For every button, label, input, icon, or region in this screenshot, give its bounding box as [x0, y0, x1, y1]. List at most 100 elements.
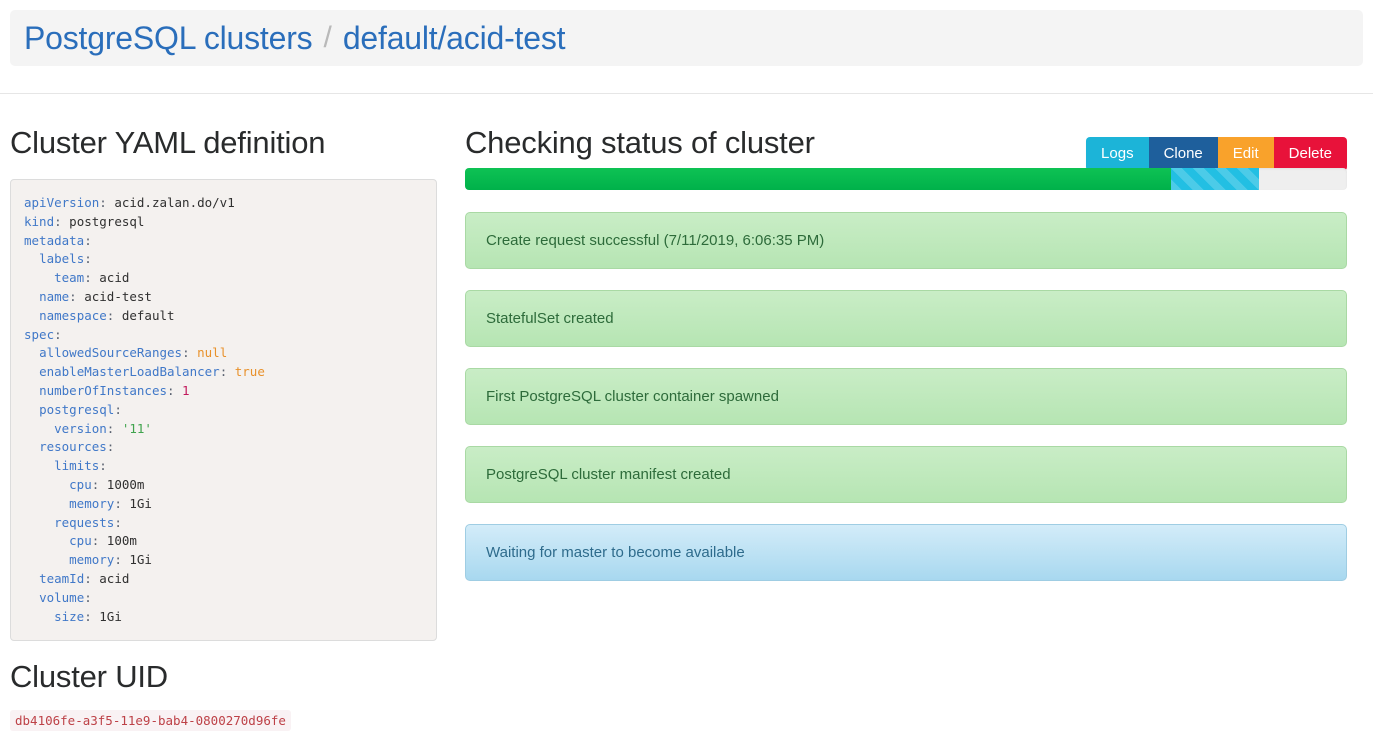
yaml-line: size: 1Gi — [24, 608, 424, 627]
yaml-column: Cluster YAML definition apiVersion: acid… — [10, 120, 440, 731]
yaml-colon: : — [99, 195, 107, 210]
yaml-line: requests: — [24, 514, 424, 533]
yaml-colon: : — [106, 420, 115, 436]
yaml-line: teamId: acid — [24, 570, 424, 589]
yaml-section-title: Cluster YAML definition — [10, 125, 326, 160]
yaml-colon: : — [114, 401, 122, 417]
status-alert-success: PostgreSQL cluster manifest created — [465, 446, 1347, 503]
yaml-colon: : — [91, 476, 100, 492]
cluster-action-buttons: Logs Clone Edit Delete — [1086, 137, 1347, 171]
yaml-colon: : — [84, 608, 92, 624]
yaml-key: size — [54, 608, 85, 624]
delete-button[interactable]: Delete — [1273, 137, 1347, 171]
logs-button[interactable]: Logs — [1086, 137, 1149, 171]
yaml-line: enableMasterLoadBalancer: true — [24, 363, 424, 382]
cluster-yaml-definition: apiVersion: acid.zalan.do/v1 kind: postgr… — [10, 179, 437, 642]
cluster-uid-value: db4106fe-a3f5-11e9-bab4-0800270d96fe — [10, 709, 291, 731]
yaml-colon: : — [54, 213, 62, 229]
yaml-key: numberOfInstances — [39, 382, 167, 398]
yaml-key: resources — [39, 439, 107, 455]
status-alert-success: StatefulSet created — [465, 290, 1347, 347]
yaml-colon: : — [219, 364, 228, 380]
yaml-key: requests — [54, 514, 115, 530]
yaml-line: team: acid — [24, 269, 424, 288]
yaml-key: labels — [39, 251, 85, 267]
yaml-value: 100m — [99, 533, 137, 549]
yaml-key: allowedSourceRanges — [39, 345, 183, 361]
yaml-line: limits: — [24, 457, 424, 476]
yaml-line: memory: 1Gi — [24, 495, 424, 514]
status-alert-success: First PostgreSQL cluster container spawn… — [465, 368, 1347, 425]
breadcrumb: PostgreSQL clusters / default/acid-test — [10, 10, 1363, 66]
yaml-key: enableMasterLoadBalancer — [39, 364, 220, 380]
progressbar-active-segment — [1170, 168, 1259, 190]
yaml-line: memory: 1Gi — [24, 551, 424, 570]
yaml-key: memory — [69, 552, 115, 568]
yaml-key: teamId — [39, 570, 85, 586]
yaml-line: name: acid-test — [24, 288, 424, 307]
yaml-colon: : — [106, 439, 115, 455]
yaml-value: 1Gi — [91, 608, 122, 624]
yaml-line: metadata: — [24, 232, 424, 251]
yaml-colon: : — [99, 458, 107, 474]
cluster-status-progressbar — [465, 168, 1347, 190]
yaml-colon: : — [84, 589, 92, 605]
breadcrumb-root-link[interactable]: PostgreSQL clusters — [24, 20, 313, 56]
breadcrumb-current-link[interactable]: default/acid-test — [342, 20, 566, 56]
yaml-colon: : — [54, 326, 62, 342]
edit-button[interactable]: Edit — [1217, 137, 1274, 171]
yaml-colon: : — [84, 232, 92, 248]
yaml-key: version — [54, 420, 107, 436]
yaml-colon: : — [84, 251, 92, 267]
yaml-key: team — [54, 270, 85, 286]
yaml-value: acid.zalan.do/v1 — [106, 195, 235, 210]
status-column: Checking status of cluster Logs Clone Edit… — [465, 120, 1363, 581]
yaml-colon: : — [114, 514, 122, 530]
yaml-colon: : — [114, 495, 122, 511]
yaml-line: cpu: 1000m — [24, 476, 424, 495]
progressbar-completed-segment — [465, 168, 1171, 190]
yaml-colon: : — [91, 533, 100, 549]
yaml-key: postgresql — [39, 401, 115, 417]
yaml-key: name — [39, 288, 70, 304]
yaml-key: limits — [54, 458, 100, 474]
yaml-line: apiVersion: acid.zalan.do/v1 — [24, 194, 424, 213]
yaml-value: true — [227, 364, 265, 380]
status-alert-success: Create request successful (7/11/2019, 6:… — [465, 212, 1347, 269]
yaml-key: memory — [69, 495, 115, 511]
yaml-line: resources: — [24, 438, 424, 457]
yaml-value: postgresql — [61, 213, 145, 229]
breadcrumb-separator: / — [323, 21, 332, 54]
yaml-colon: : — [106, 307, 115, 323]
yaml-colon: : — [84, 570, 92, 586]
yaml-line: version: '11' — [24, 420, 424, 439]
yaml-line: labels: — [24, 250, 424, 269]
yaml-line: kind: postgresql — [24, 213, 424, 232]
yaml-value: default — [114, 307, 175, 323]
uid-section-title: Cluster UID — [10, 658, 168, 694]
status-section-title: Checking status of cluster — [465, 125, 815, 160]
yaml-colon: : — [167, 382, 175, 398]
yaml-value: '11' — [114, 420, 152, 436]
yaml-value: 1000m — [99, 476, 145, 492]
yaml-key: cpu — [69, 533, 92, 549]
yaml-value: 1Gi — [121, 495, 152, 511]
status-header: Checking status of cluster Logs Clone Edit… — [465, 120, 1363, 171]
yaml-colon: : — [84, 270, 92, 286]
yaml-value: 1Gi — [121, 552, 152, 568]
yaml-value: 1 — [174, 382, 190, 398]
yaml-colon: : — [114, 552, 122, 568]
yaml-line: spec: — [24, 326, 424, 345]
yaml-line: cpu: 100m — [24, 532, 424, 551]
yaml-key: volume — [39, 589, 85, 605]
yaml-colon: : — [69, 288, 77, 304]
yaml-key: apiVersion — [24, 195, 100, 210]
yaml-line: volume: — [24, 589, 424, 608]
yaml-key: kind — [24, 213, 55, 229]
yaml-value: acid — [91, 570, 130, 586]
clone-button[interactable]: Clone — [1148, 137, 1218, 171]
yaml-key: metadata — [24, 232, 85, 248]
yaml-value: acid — [91, 270, 130, 286]
yaml-key: namespace — [39, 307, 107, 323]
